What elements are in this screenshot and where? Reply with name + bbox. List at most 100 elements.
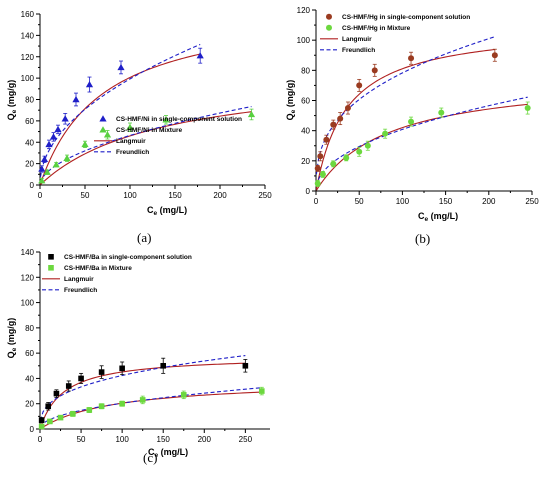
x-tick-label: 0 bbox=[38, 191, 43, 200]
data-point bbox=[38, 417, 45, 423]
x-tick-label: 50 bbox=[81, 191, 90, 200]
y-tick-label: 100 bbox=[21, 299, 35, 308]
legend-label: CS-HMF/Hg in single-component solution bbox=[342, 14, 470, 21]
legend-label: CS-HMF/Ba in single-component solution bbox=[64, 254, 192, 261]
y-tick-label: 0 bbox=[30, 181, 35, 190]
freundlich-fit-line bbox=[315, 36, 496, 175]
legend-label: Langmuir bbox=[342, 36, 372, 43]
data-point bbox=[337, 115, 344, 122]
y-tick-label: 100 bbox=[297, 36, 311, 45]
y-axis-label: Qe (mg/g) bbox=[6, 80, 18, 121]
data-point bbox=[81, 140, 89, 148]
legend-marker bbox=[99, 126, 107, 133]
data-point bbox=[323, 136, 330, 143]
y-tick-label: 20 bbox=[25, 400, 34, 409]
chart-panel-3: 0 50 100 150 200 250 0 20 40 60 80 100 120 140 Ce (mg/… bbox=[6, 248, 270, 465]
freundlich-fit-line bbox=[39, 354, 246, 421]
data-point bbox=[160, 362, 167, 369]
y-tick-label: 20 bbox=[25, 160, 34, 169]
data-point bbox=[54, 125, 62, 133]
data-point bbox=[52, 161, 60, 168]
y-tick-label: 40 bbox=[25, 374, 34, 383]
data-point bbox=[38, 165, 46, 172]
y-tick-label: 100 bbox=[21, 74, 35, 83]
x-tick-label: 50 bbox=[355, 197, 364, 206]
data-point bbox=[319, 171, 326, 178]
x-tick-label: 150 bbox=[439, 197, 453, 206]
y-tick-label: 60 bbox=[25, 117, 34, 126]
x-tick-label: 200 bbox=[198, 435, 212, 444]
data-point bbox=[438, 109, 445, 116]
freundlich-fit-line bbox=[39, 43, 201, 178]
chart-panel-1: 0 50 100 150 200 250 0 20 40 60 80 100 120 140 160 Ce (… bbox=[6, 10, 272, 245]
data-point bbox=[196, 52, 204, 59]
y-tick-label: 40 bbox=[25, 138, 34, 147]
y-tick-label: 120 bbox=[297, 6, 311, 15]
legend-marker bbox=[326, 13, 332, 20]
legend: CS-HMF/Ni in single-component solution CS… bbox=[94, 115, 242, 156]
y-tick-label: 60 bbox=[25, 349, 34, 358]
y-tick-label: 120 bbox=[21, 273, 35, 282]
legend-label: Langmuir bbox=[64, 276, 94, 283]
data-point bbox=[38, 423, 45, 430]
series-1 bbox=[314, 48, 498, 172]
data-point bbox=[53, 390, 60, 397]
x-tick-label: 150 bbox=[168, 191, 182, 200]
chart-panel-2: 0 50 100 150 200 250 0 20 40 60 80 100 120 Ce (mg/L) Q… bbox=[285, 6, 539, 246]
data-point bbox=[86, 407, 93, 413]
panel-label: (c) bbox=[143, 450, 157, 465]
legend-label: Freundlich bbox=[116, 149, 149, 156]
x-tick-label: 200 bbox=[482, 197, 496, 206]
data-point bbox=[491, 52, 498, 59]
legend-marker bbox=[48, 265, 54, 271]
legend-label: Freundlich bbox=[64, 287, 97, 294]
y-axis-label: Qe (mg/g) bbox=[6, 318, 18, 359]
data-point bbox=[162, 116, 170, 123]
data-point bbox=[72, 95, 80, 103]
series-2 bbox=[314, 101, 531, 187]
data-point bbox=[43, 168, 51, 175]
langmuir-fit-line bbox=[40, 391, 262, 430]
data-point bbox=[126, 123, 134, 130]
data-point bbox=[119, 365, 125, 372]
data-point bbox=[314, 180, 321, 187]
y-tick-label: 80 bbox=[25, 324, 34, 333]
langmuir-fit-line bbox=[39, 362, 246, 428]
freundlich-fit-line bbox=[315, 96, 528, 187]
legend-label: CS-HMF/Hg in Mixture bbox=[342, 25, 411, 32]
x-tick-label: 50 bbox=[77, 435, 86, 444]
langmuir-fit-line bbox=[315, 48, 495, 189]
data-point bbox=[61, 115, 69, 122]
data-point bbox=[40, 155, 49, 163]
legend-marker bbox=[326, 24, 332, 31]
y-tick-label: 60 bbox=[301, 97, 310, 106]
data-point bbox=[356, 148, 363, 155]
legend-label: Langmuir bbox=[116, 138, 146, 145]
data-point bbox=[180, 392, 187, 398]
data-point bbox=[98, 369, 105, 375]
data-point bbox=[258, 388, 265, 394]
legend-label: CS-HMF/Ni in Mixture bbox=[116, 127, 182, 134]
legend-label: CS-HMF/Ba in Mixture bbox=[64, 265, 132, 272]
data-point bbox=[45, 403, 52, 410]
y-tick-label: 80 bbox=[301, 66, 310, 75]
data-point bbox=[117, 63, 125, 71]
x-tick-label: 250 bbox=[525, 197, 539, 206]
x-tick-label: 0 bbox=[38, 435, 43, 444]
x-tick-label: 100 bbox=[396, 197, 410, 206]
y-axis-label: Qe (mg/g) bbox=[285, 80, 297, 121]
data-point bbox=[65, 383, 72, 389]
data-point bbox=[45, 140, 53, 148]
data-point bbox=[49, 133, 58, 140]
x-tick-label: 200 bbox=[213, 191, 227, 200]
data-point bbox=[330, 121, 337, 128]
series-1 bbox=[38, 47, 204, 173]
data-point bbox=[139, 397, 146, 403]
data-point bbox=[524, 105, 531, 112]
data-point bbox=[119, 400, 125, 407]
data-point bbox=[63, 154, 71, 161]
x-tick-label: 250 bbox=[239, 435, 253, 444]
y-tick-label: 0 bbox=[30, 425, 35, 434]
data-point bbox=[382, 130, 389, 137]
panel-label: (b) bbox=[415, 231, 430, 246]
